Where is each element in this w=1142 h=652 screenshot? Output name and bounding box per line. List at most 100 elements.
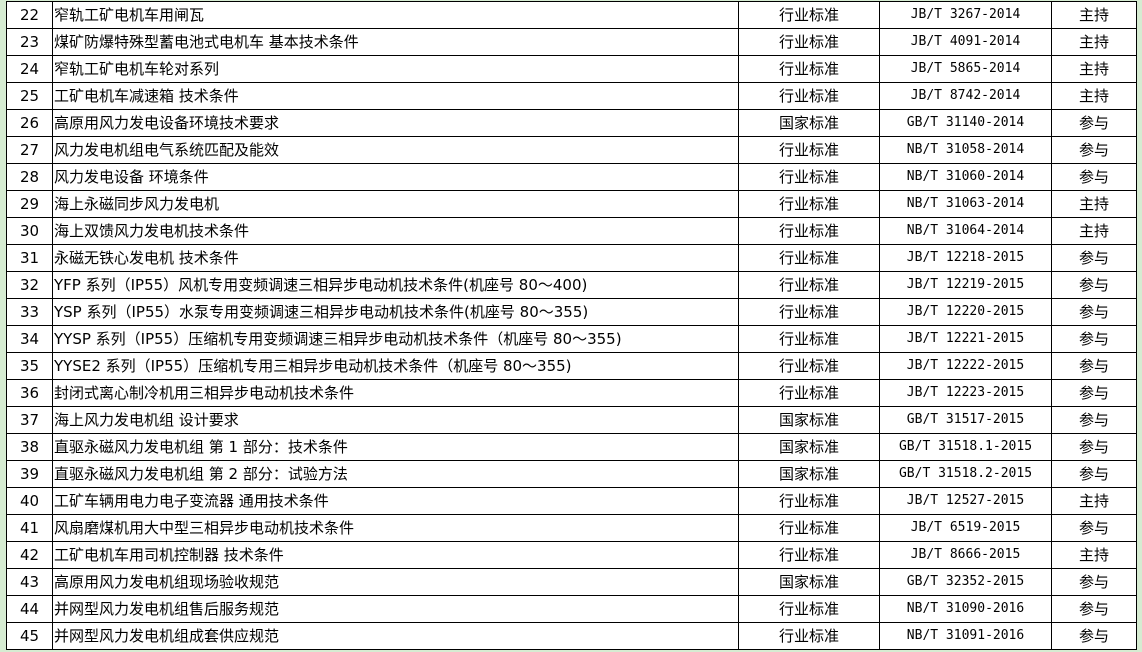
row-number-cell: 31 xyxy=(6,244,53,272)
standard-code-cell: GB/T 31518.2-2015 xyxy=(879,460,1052,488)
participation-role-cell: 主持 xyxy=(1051,190,1137,218)
standard-name-cell: 封闭式离心制冷机用三相异步电动机技术条件 xyxy=(52,379,739,407)
row-number-cell: 28 xyxy=(6,163,53,191)
standard-code-cell: JB/T 12220-2015 xyxy=(879,298,1052,326)
table-row: 24 窄轨工矿电机车轮对系列 行业标准 JB/T 5865-2014 主持 xyxy=(6,55,1137,83)
standard-type-cell: 行业标准 xyxy=(738,55,880,83)
table-row: 34 YYSP 系列（IP55）压缩机专用变频调速三相异步电动机技术条件（机座号 … xyxy=(6,325,1137,353)
row-number-cell: 29 xyxy=(6,190,53,218)
standard-type-cell: 行业标准 xyxy=(738,244,880,272)
standard-code-cell: JB/T 8666-2015 xyxy=(879,541,1052,569)
standard-code-cell: JB/T 5865-2014 xyxy=(879,55,1052,83)
row-number-cell: 45 xyxy=(6,622,53,650)
standard-name-cell: 高原用风力发电设备环境技术要求 xyxy=(52,109,739,137)
table-body: 22 窄轨工矿电机车用闸瓦 行业标准 JB/T 3267-2014 主持 23 煤矿防爆特殊… xyxy=(6,1,1137,650)
participation-role-cell: 参与 xyxy=(1051,163,1137,191)
participation-role-cell: 主持 xyxy=(1051,541,1137,569)
row-number-cell: 30 xyxy=(6,217,53,245)
row-number-cell: 43 xyxy=(6,568,53,596)
table-row: 43 高原用风力发电机组现场验收规范 国家标准 GB/T 32352-2015 参与 xyxy=(6,568,1137,596)
participation-role-cell: 参与 xyxy=(1051,352,1137,380)
standard-type-cell: 行业标准 xyxy=(738,136,880,164)
row-number-cell: 32 xyxy=(6,271,53,299)
standard-name-cell: 煤矿防爆特殊型蓄电池式电机车 基本技术条件 xyxy=(52,28,739,56)
standard-code-cell: NB/T 31058-2014 xyxy=(879,136,1052,164)
participation-role-cell: 参与 xyxy=(1051,595,1137,623)
participation-role-cell: 参与 xyxy=(1051,406,1137,434)
participation-role-cell: 参与 xyxy=(1051,433,1137,461)
standard-name-cell: YFP 系列（IP55）风机专用变频调速三相异步电动机技术条件(机座号 80～4… xyxy=(52,271,739,299)
standard-type-cell: 行业标准 xyxy=(738,190,880,218)
table-row: 33 YSP 系列（IP55）水泵专用变频调速三相异步电动机技术条件(机座号 80… xyxy=(6,298,1137,326)
standard-name-cell: YSP 系列（IP55）水泵专用变频调速三相异步电动机技术条件(机座号 80～3… xyxy=(52,298,739,326)
standard-type-cell: 行业标准 xyxy=(738,28,880,56)
standard-code-cell: NB/T 31090-2016 xyxy=(879,595,1052,623)
participation-role-cell: 参与 xyxy=(1051,136,1137,164)
standard-name-cell: YYSE2 系列（IP55）压缩机专用三相异步电动机技术条件（机座号 80～35… xyxy=(52,352,739,380)
standard-code-cell: JB/T 12222-2015 xyxy=(879,352,1052,380)
row-number-cell: 37 xyxy=(6,406,53,434)
table-row: 23 煤矿防爆特殊型蓄电池式电机车 基本技术条件 行业标准 JB/T 4091-201… xyxy=(6,28,1137,56)
standard-code-cell: GB/T 32352-2015 xyxy=(879,568,1052,596)
standard-code-cell: JB/T 4091-2014 xyxy=(879,28,1052,56)
standard-name-cell: 并网型风力发电机组售后服务规范 xyxy=(52,595,739,623)
standard-type-cell: 国家标准 xyxy=(738,568,880,596)
standard-name-cell: 工矿车辆用电力电子变流器 通用技术条件 xyxy=(52,487,739,515)
standard-type-cell: 行业标准 xyxy=(738,595,880,623)
standard-type-cell: 行业标准 xyxy=(738,163,880,191)
row-number-cell: 38 xyxy=(6,433,53,461)
standard-type-cell: 行业标准 xyxy=(738,82,880,110)
participation-role-cell: 参与 xyxy=(1051,568,1137,596)
standard-name-cell: 风力发电机组电气系统匹配及能效 xyxy=(52,136,739,164)
row-number-cell: 24 xyxy=(6,55,53,83)
standard-code-cell: JB/T 3267-2014 xyxy=(879,1,1052,29)
standard-code-cell: GB/T 31140-2014 xyxy=(879,109,1052,137)
participation-role-cell: 主持 xyxy=(1051,28,1137,56)
participation-role-cell: 参与 xyxy=(1051,271,1137,299)
participation-role-cell: 参与 xyxy=(1051,622,1137,650)
table-row: 29 海上永磁同步风力发电机 行业标准 NB/T 31063-2014 主持 xyxy=(6,190,1137,218)
participation-role-cell: 主持 xyxy=(1051,1,1137,29)
table-row: 27 风力发电机组电气系统匹配及能效 行业标准 NB/T 31058-2014 参与 xyxy=(6,136,1137,164)
standard-code-cell: JB/T 12223-2015 xyxy=(879,379,1052,407)
standard-name-cell: 工矿电机车用司机控制器 技术条件 xyxy=(52,541,739,569)
participation-role-cell: 参与 xyxy=(1051,514,1137,542)
standard-name-cell: 永磁无铁心发电机 技术条件 xyxy=(52,244,739,272)
table-row: 30 海上双馈风力发电机技术条件 行业标准 NB/T 31064-2014 主持 xyxy=(6,217,1137,245)
standard-type-cell: 行业标准 xyxy=(738,325,880,353)
participation-role-cell: 参与 xyxy=(1051,244,1137,272)
standard-type-cell: 国家标准 xyxy=(738,109,880,137)
table-row: 32 YFP 系列（IP55）风机专用变频调速三相异步电动机技术条件(机座号 80… xyxy=(6,271,1137,299)
standard-type-cell: 行业标准 xyxy=(738,298,880,326)
row-number-cell: 42 xyxy=(6,541,53,569)
standard-type-cell: 国家标准 xyxy=(738,460,880,488)
standard-type-cell: 国家标准 xyxy=(738,433,880,461)
row-number-cell: 25 xyxy=(6,82,53,110)
row-number-cell: 23 xyxy=(6,28,53,56)
standard-code-cell: JB/T 12219-2015 xyxy=(879,271,1052,299)
standard-type-cell: 国家标准 xyxy=(738,406,880,434)
table-row: 36 封闭式离心制冷机用三相异步电动机技术条件 行业标准 JB/T 12223-201… xyxy=(6,379,1137,407)
table-row: 28 风力发电设备 环境条件 行业标准 NB/T 31060-2014 参与 xyxy=(6,163,1137,191)
standard-name-cell: 高原用风力发电机组现场验收规范 xyxy=(52,568,739,596)
row-number-cell: 22 xyxy=(6,1,53,29)
participation-role-cell: 参与 xyxy=(1051,298,1137,326)
row-number-cell: 26 xyxy=(6,109,53,137)
standard-code-cell: NB/T 31091-2016 xyxy=(879,622,1052,650)
row-number-cell: 41 xyxy=(6,514,53,542)
table-row: 45 并网型风力发电机组成套供应规范 行业标准 NB/T 31091-2016 参与 xyxy=(6,622,1137,650)
standard-type-cell: 行业标准 xyxy=(738,622,880,650)
row-number-cell: 39 xyxy=(6,460,53,488)
standard-code-cell: NB/T 31064-2014 xyxy=(879,217,1052,245)
participation-role-cell: 主持 xyxy=(1051,487,1137,515)
standard-name-cell: 直驱永磁风力发电机组 第 1 部分：技术条件 xyxy=(52,433,739,461)
standard-code-cell: GB/T 31517-2015 xyxy=(879,406,1052,434)
participation-role-cell: 参与 xyxy=(1051,109,1137,137)
standard-code-cell: JB/T 12221-2015 xyxy=(879,325,1052,353)
standard-code-cell: JB/T 8742-2014 xyxy=(879,82,1052,110)
standard-type-cell: 行业标准 xyxy=(738,487,880,515)
row-number-cell: 35 xyxy=(6,352,53,380)
table-row: 26 高原用风力发电设备环境技术要求 国家标准 GB/T 31140-2014 参与 xyxy=(6,109,1137,137)
table-row: 44 并网型风力发电机组售后服务规范 行业标准 NB/T 31090-2016 参与 xyxy=(6,595,1137,623)
standard-name-cell: 风扇磨煤机用大中型三相异步电动机技术条件 xyxy=(52,514,739,542)
